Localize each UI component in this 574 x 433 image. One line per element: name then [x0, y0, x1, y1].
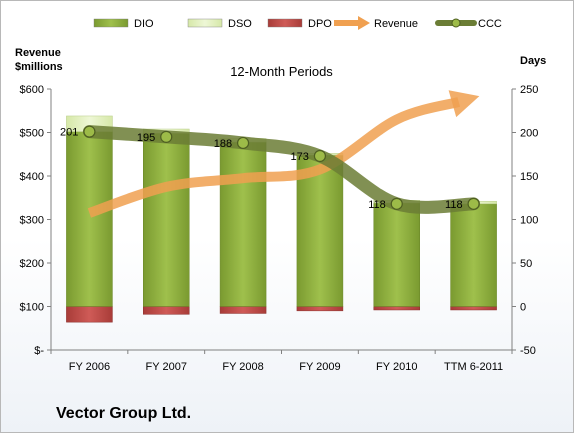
dio-bar — [296, 154, 344, 307]
dpo-bar — [450, 306, 497, 311]
ccc-point — [467, 197, 480, 210]
y-left-axis-title-line1: Revenue — [15, 47, 61, 59]
x-tick-label: FY 2008 — [222, 361, 263, 373]
legend-label-ccc: CCC — [478, 18, 502, 30]
legend-swatch-dso — [187, 18, 223, 28]
dpo-bar — [296, 306, 344, 312]
x-tick-label: FY 2007 — [146, 361, 187, 373]
dpo-bar — [66, 306, 113, 323]
y-right-tick-label: 250 — [520, 84, 538, 96]
y-left-tick-label: $500 — [20, 128, 44, 140]
x-tick-label: FY 2009 — [299, 361, 340, 373]
ccc-data-label: 188 — [214, 138, 232, 150]
ccc-data-label: 173 — [291, 151, 309, 163]
revenue-line — [87, 97, 461, 218]
dio-bar — [373, 202, 420, 307]
dio-bar — [66, 131, 113, 307]
y-right-tick-label: 0 — [520, 302, 526, 314]
ccc-point — [390, 197, 403, 210]
legend-swatch-dio — [93, 18, 129, 28]
ccc-point — [160, 130, 173, 143]
ccc-data-label: 118 — [368, 199, 386, 211]
ccc-data-label: 201 — [60, 127, 78, 139]
ccc-point — [313, 149, 327, 163]
dpo-bar — [143, 306, 190, 315]
ccc-data-label: 195 — [137, 132, 155, 144]
dpo-bar — [373, 306, 420, 311]
x-tick-label: TTM 6-2011 — [444, 361, 503, 373]
y-left-tick-label: $100 — [20, 302, 44, 314]
legend-swatch-ccc-point — [451, 18, 461, 28]
legend-swatch-revenue-head — [358, 16, 370, 30]
y-right-tick-label: 100 — [520, 215, 538, 227]
chart-svg: 12-Month Periods Revenue $millions Days $- $1… — [15, 16, 546, 373]
chart-title: 12-Month Periods — [230, 64, 333, 79]
y-right-tick-label: -50 — [520, 345, 536, 357]
y-right-tick-label: 200 — [520, 128, 538, 140]
dpo-bar — [219, 306, 267, 314]
y-left-axis-title-line2: $millions — [15, 61, 63, 73]
dio-bar — [450, 203, 497, 307]
legend-label-dso: DSO — [228, 18, 252, 30]
x-tick-label: FY 2010 — [376, 361, 417, 373]
revenue-arrowhead — [448, 90, 480, 118]
ccc-point — [83, 125, 96, 138]
y-left-tick-label: $300 — [20, 215, 44, 227]
y-right-axis-title: Days — [520, 55, 546, 67]
y-left-tick-label: $200 — [20, 258, 44, 270]
ccc-data-label: 118 — [445, 199, 463, 211]
dio-bar — [219, 141, 267, 307]
legend: DIO DSO DPO Revenue CCC — [93, 16, 502, 30]
company-name: Vector Group Ltd. — [56, 405, 192, 422]
legend-label-dpo: DPO — [308, 18, 332, 30]
x-tick-label: FY 2006 — [69, 361, 110, 373]
legend-label-dio: DIO — [134, 18, 154, 30]
y-right-tick-label: 150 — [520, 171, 538, 183]
dio-bar — [143, 133, 190, 307]
y-left-tick-label: $600 — [20, 84, 44, 96]
y-right-tick-label: 50 — [520, 258, 532, 270]
legend-label-revenue: Revenue — [374, 18, 418, 30]
y-left-tick-label: $- — [34, 345, 44, 357]
y-left-tick-label: $400 — [20, 171, 44, 183]
legend-swatch-dpo — [267, 18, 303, 28]
ccc-point — [236, 136, 250, 150]
